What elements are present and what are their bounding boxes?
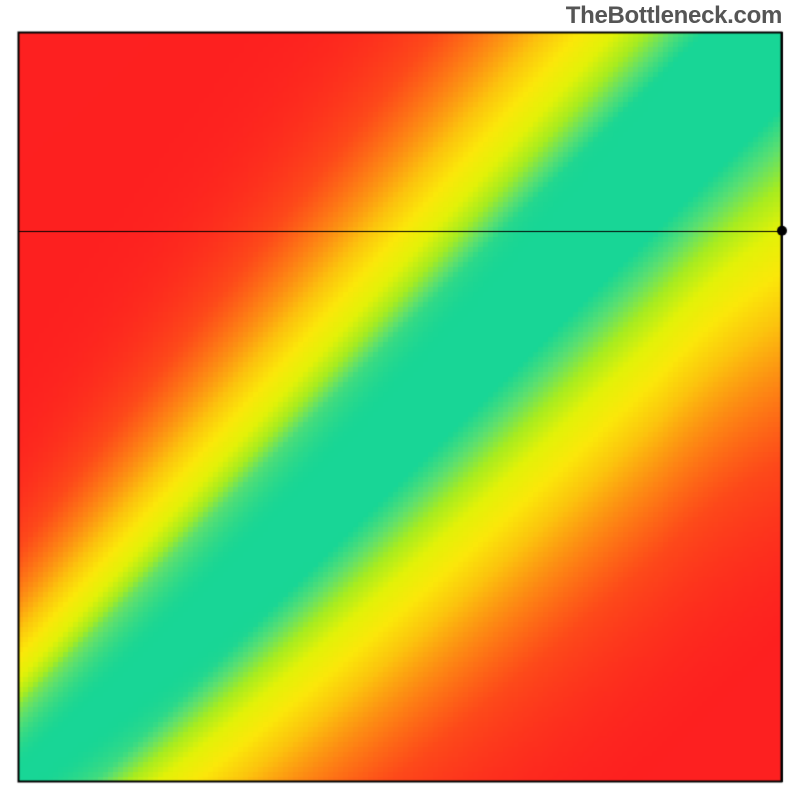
chart-container: TheBottleneck.com	[0, 0, 800, 800]
watermark-text: TheBottleneck.com	[566, 2, 782, 30]
heatmap-canvas	[0, 0, 800, 800]
